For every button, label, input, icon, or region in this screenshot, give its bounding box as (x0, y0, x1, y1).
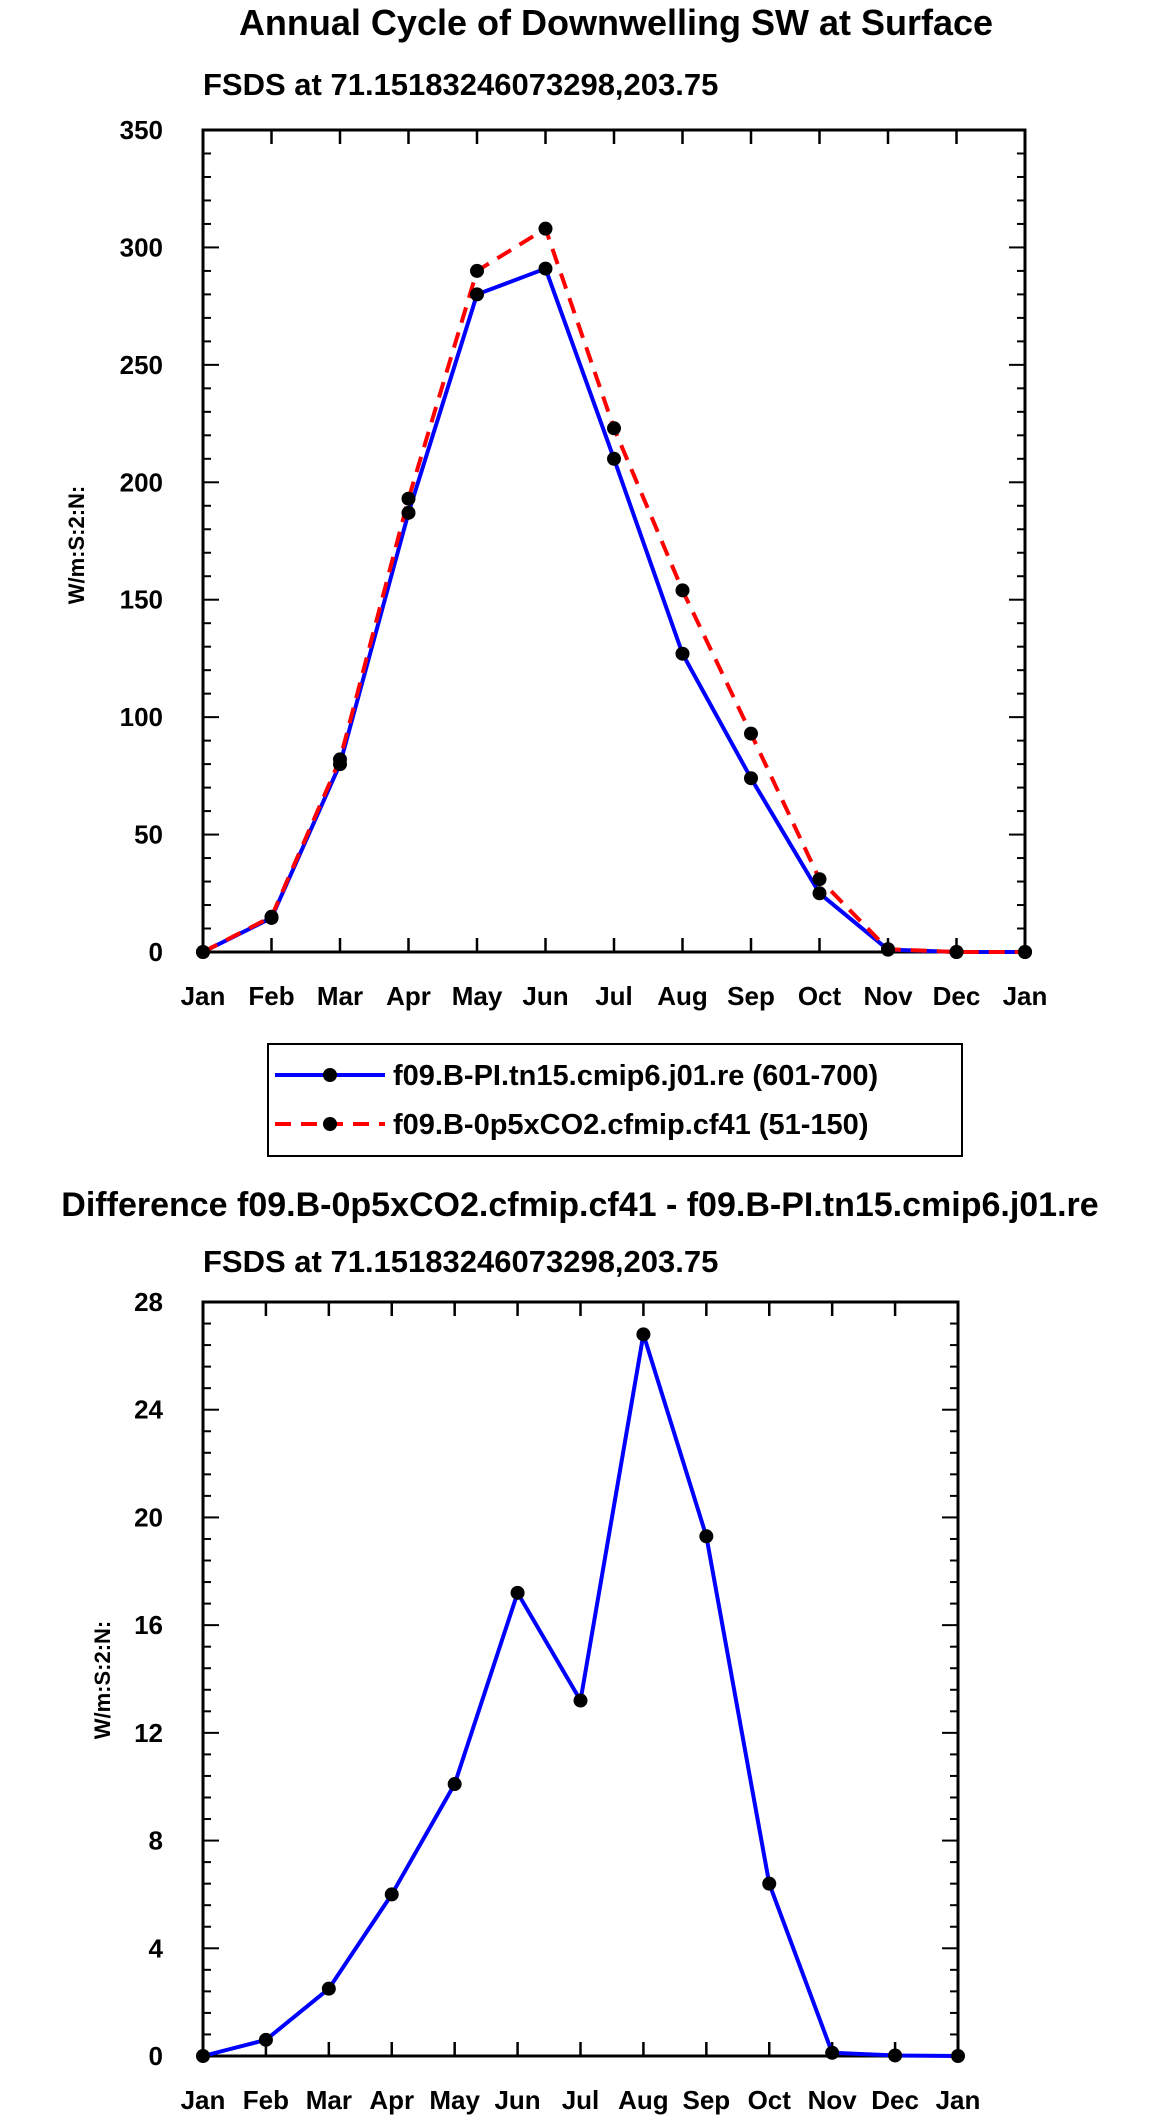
chart1-y-axis-label: W/m:S:2:N: (64, 486, 89, 605)
chart2-series-1-point (321, 1981, 336, 1996)
chart2-series-1-point (888, 2048, 903, 2063)
legend-box (267, 1043, 963, 1157)
legend: f09.B-PI.tn15.cmip6.j01.re (601-700) f09… (267, 1043, 963, 1157)
chart1-x-tick-label: Oct (798, 981, 842, 1011)
chart1-series-2-point (401, 491, 416, 506)
chart1-axis-frame (201, 128, 1027, 954)
chart1-series-2-point (1018, 945, 1032, 959)
chart2-x-tick-label: Jan (181, 2085, 226, 2115)
chart2-plot: Jan Feb Mar Apr May Jun Jul Aug Sep Oct Nov Dec Jan 0… (134, 1287, 980, 2115)
legend-label-series-2: f09.B-0p5xCO2.cfmip.cf41 (51-150) (393, 1109, 868, 1141)
chart1-subtitle: FSDS at 71.15183246073298,203.75 (203, 67, 718, 102)
chart2-x-tick-label: Feb (243, 2085, 289, 2115)
chart1-series-2-point (949, 945, 964, 959)
chart1-x-tick-label: Jun (522, 981, 568, 1011)
chart2-series-1-point (699, 1529, 714, 1544)
chart2-y-axis-label: W/m:S:2:N: (90, 1621, 115, 1740)
chart1-series-1-point (470, 287, 484, 302)
chart1-y-tick-label: 50 (134, 820, 163, 850)
chart2-axis-frame (201, 1300, 960, 2058)
chart2-y-tick-label: 12 (134, 1718, 163, 1748)
chart1-x-tick-label: Feb (248, 981, 294, 1011)
chart1-series-2-point (470, 263, 484, 278)
chart1-x-tick-label: Sep (727, 981, 775, 1011)
chart2-series-1-point (825, 2045, 840, 2060)
chart2-y-tick-label: 24 (134, 1395, 163, 1425)
chart1-series-1-point (538, 261, 553, 276)
chart2-x-tick-label: Jan (936, 2085, 981, 2115)
chart1-x-tick-label: Mar (317, 981, 363, 1011)
chart1-y-tick-label: 200 (120, 467, 163, 497)
chart1-series-2-point (881, 942, 895, 957)
chart2-y-tick-label: 4 (149, 1933, 164, 1963)
chart1-y-tick-label: 350 (120, 115, 163, 145)
chart1-series-2-point (812, 872, 827, 887)
chart2-y-tick-label: 16 (134, 1610, 163, 1640)
chart2-y-tick-label: 28 (134, 1287, 163, 1317)
chart1-series-1-point (812, 886, 827, 901)
chart1-series-2-point (264, 909, 279, 924)
chart2-y-tick-label: 8 (149, 1826, 163, 1856)
chart1-plot: Jan Feb Mar Apr May Jun Jul Aug Sep Oct Nov Dec Jan 0… (120, 115, 1048, 1011)
chart1-series-1-line (202, 266, 1025, 954)
chart1-series-2-point (744, 726, 758, 741)
chart1-series-2-point (607, 421, 621, 436)
chart1-x-tick-label: Dec (933, 981, 981, 1011)
chart2-x-tick-label: Jul (562, 2085, 600, 2115)
chart1-series-2-point (538, 221, 553, 236)
chart1-x-tick-label: Jul (595, 981, 633, 1011)
chart1-series-2-line (202, 226, 1025, 954)
legend-marker-series-2 (323, 1117, 337, 1131)
chart1-x-tick-label: Apr (386, 981, 431, 1011)
chart2-title: Difference f09.B-0p5xCO2.cfmip.cf41 - f0… (61, 1186, 1098, 1224)
chart2-x-tick-label: May (429, 2085, 480, 2115)
chart1-y-tick-label: 150 (120, 585, 163, 615)
chart1-y-tick-label: 100 (120, 702, 163, 732)
chart1-title: Annual Cycle of Downwelling SW at Surfac… (239, 2, 993, 43)
chart2-x-tick-label: Aug (618, 2085, 669, 2115)
chart2-subtitle: FSDS at 71.15183246073298,203.75 (203, 1244, 718, 1279)
chart1-x-tick-label: Jan (1003, 981, 1048, 1011)
chart1-x-tick-label: Nov (863, 981, 913, 1011)
chart2-series-1-point (258, 2032, 273, 2047)
chart1-y-tick-label: 0 (149, 937, 163, 967)
chart1-x-tick-label: Jan (181, 981, 226, 1011)
legend-marker-series-1 (323, 1068, 337, 1082)
chart1-series-1-point (675, 646, 690, 661)
chart2-series-1-point (573, 1693, 588, 1708)
chart2-x-tick-label: Sep (682, 2085, 730, 2115)
chart1-series-2-point (675, 583, 690, 598)
chart1-x-tick-label: May (452, 981, 503, 1011)
chart2-series-1-point (384, 1887, 399, 1902)
chart2-x-tick-label: Mar (306, 2085, 352, 2115)
chart2-x-tick-label: Oct (748, 2085, 792, 2115)
chart2-y-tick-label: 0 (149, 2041, 163, 2071)
chart1-x-tick-label: Aug (657, 981, 708, 1011)
chart2-x-tick-label: Nov (808, 2085, 858, 2115)
chart2-series-1-point (510, 1585, 525, 1600)
chart2-x-tick-label: Dec (871, 2085, 919, 2115)
chart2-series-1-point (447, 1777, 462, 1792)
chart2-series-1-point (762, 1876, 777, 1891)
chart2-x-tick-label: Apr (369, 2085, 414, 2115)
chart1-series-2-point (333, 752, 347, 767)
chart2-x-tick-label: Jun (494, 2085, 540, 2115)
chart1-series-1-point (401, 505, 416, 520)
chart2-series-1-point (951, 2049, 965, 2063)
chart1-series-2-point (196, 945, 210, 959)
legend-label-series-1: f09.B-PI.tn15.cmip6.j01.re (601-700) (393, 1060, 878, 1092)
chart2-series-1-point (196, 2049, 210, 2063)
chart1-y-tick-label: 250 (120, 350, 163, 380)
chart1-series-1-point (744, 771, 758, 786)
chart1-y-tick-label: 300 (120, 232, 163, 262)
chart2-y-tick-label: 20 (134, 1502, 163, 1532)
chart2-series-1-point (636, 1327, 651, 1342)
chart1-series-1-point (607, 451, 621, 466)
